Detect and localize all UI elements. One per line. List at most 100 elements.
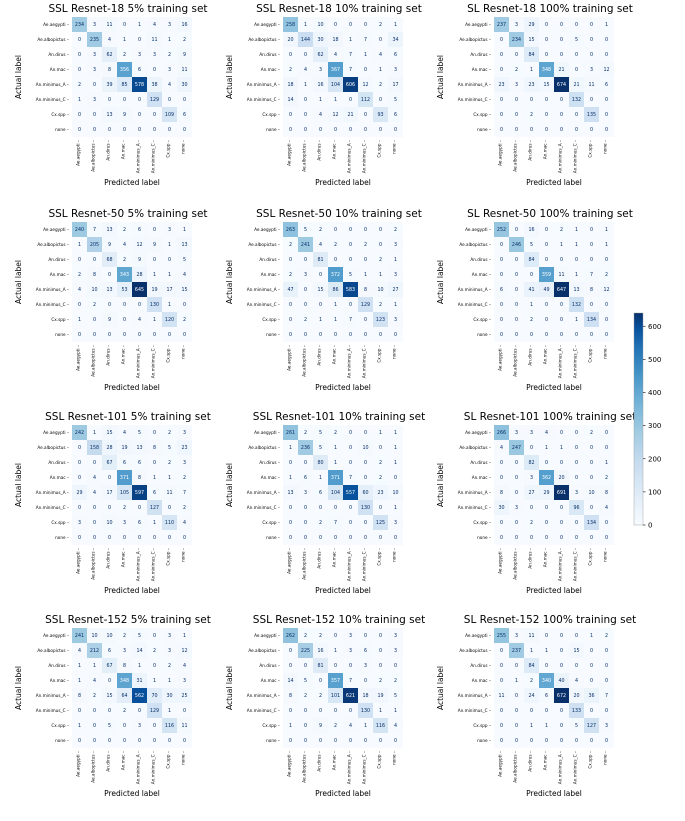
cell-value-label: 0: [78, 475, 81, 481]
heatmap-cell: [298, 440, 313, 455]
heatmap-cell: [569, 92, 584, 107]
heatmap-cell: [554, 32, 569, 47]
heatmap-cell: [147, 297, 162, 312]
heatmap-cell: [524, 733, 539, 748]
heatmap-cell: [328, 17, 343, 32]
cell-value-label: 67: [106, 663, 112, 669]
y-tick-label: An.dirus –: [48, 663, 69, 668]
cell-value-label: 343: [120, 272, 129, 278]
heatmap-cell: [298, 17, 313, 32]
heatmap-cell: [283, 515, 298, 530]
heatmap-cell: [569, 327, 584, 342]
y-tick-label: An.minimus_A –: [36, 490, 69, 495]
cell-value-label: 1: [168, 272, 171, 278]
cell-value-label: 3: [304, 490, 307, 496]
heatmap-cell: [373, 17, 388, 32]
heatmap-cell: [283, 485, 298, 500]
heatmap-cell: [539, 628, 554, 643]
y-tick-label: Ae.aegypti –: [465, 633, 491, 638]
heatmap-cell: [102, 500, 117, 515]
heatmap-cell: [328, 92, 343, 107]
heatmap-cell: [72, 733, 87, 748]
heatmap-cell: [584, 643, 599, 658]
cell-value-label: 0: [515, 227, 518, 233]
cell-value-label: 0: [575, 127, 578, 133]
heatmap-cell: [328, 252, 343, 267]
cell-value-label: 0: [289, 52, 292, 58]
cell-value-label: 132: [572, 302, 581, 308]
cell-value-label: 31: [136, 678, 142, 684]
cell-value-label: 0: [349, 708, 352, 714]
cell-value-label: 16: [181, 22, 187, 28]
heatmap-cell: [539, 62, 554, 77]
cell-value-label: 0: [364, 738, 367, 744]
heatmap-cell: [373, 282, 388, 297]
cell-value-label: 19: [121, 445, 127, 451]
cell-value-label: 0: [379, 445, 382, 451]
cell-value-label: 2: [123, 227, 126, 233]
heatmap-cell: [569, 530, 584, 545]
heatmap-cell: [584, 628, 599, 643]
heatmap-cell: [509, 237, 524, 252]
cell-value-label: 0: [153, 535, 156, 541]
x-tick-label: Cx.spp –: [166, 345, 171, 363]
cell-value-label: 8: [93, 272, 96, 278]
x-tick-label: An.mac –: [543, 548, 548, 567]
heatmap-cell: [584, 455, 599, 470]
cell-value-label: 0: [364, 475, 367, 481]
cell-value-label: 266: [497, 430, 506, 436]
heatmap-cell: [102, 267, 117, 282]
cell-value-label: 4: [500, 445, 503, 451]
heatmap-cell: [117, 485, 132, 500]
heatmap-cell: [494, 703, 509, 718]
cell-value-label: 0: [515, 723, 518, 729]
cell-value-label: 5: [108, 723, 111, 729]
heatmap-cell: [298, 425, 313, 440]
heatmap-cell: [494, 62, 509, 77]
cell-value-label: 129: [361, 302, 370, 308]
heatmap-cell: [358, 688, 373, 703]
cell-value-label: 0: [379, 37, 382, 43]
cell-value-label: 0: [153, 127, 156, 133]
heatmap-cell: [343, 530, 358, 545]
heatmap-cell: [283, 47, 298, 62]
x-tick-label: none –: [603, 548, 608, 562]
heatmap-cell: [599, 252, 614, 267]
y-tick-label: Ae.albopictus –: [459, 242, 491, 247]
heatmap-cell: [117, 47, 132, 62]
cell-value-label: 8: [590, 287, 593, 293]
heatmap-cell: [147, 643, 162, 658]
heatmap-cell: [147, 733, 162, 748]
cell-value-label: 0: [500, 272, 503, 278]
heatmap-cell: [584, 658, 599, 673]
x-tick-label: An.minimus_C –: [362, 751, 367, 784]
x-tick-label: An.mac –: [121, 751, 126, 770]
heatmap-cell: [509, 643, 524, 658]
heatmap-cell: [358, 703, 373, 718]
heatmap-cell: [283, 312, 298, 327]
cell-value-label: 5: [530, 242, 533, 248]
y-tick-label: Cx.spp –: [262, 317, 280, 322]
heatmap-cell: [328, 658, 343, 673]
heatmap-cell: [388, 530, 403, 545]
cell-value-label: 0: [168, 505, 171, 511]
heatmap-cell: [584, 107, 599, 122]
cell-value-label: 1: [168, 678, 171, 684]
heatmap-cell: [373, 222, 388, 237]
cell-value-label: 5: [304, 678, 307, 684]
cell-value-label: 0: [123, 738, 126, 744]
heatmap-cell: [494, 237, 509, 252]
cell-value-label: 23: [377, 490, 383, 496]
cell-value-label: 8: [108, 67, 111, 73]
heatmap-cell: [328, 628, 343, 643]
cell-value-label: 0: [364, 678, 367, 684]
heatmap-cell: [343, 485, 358, 500]
heatmap-cell: [569, 252, 584, 267]
cell-value-label: 70: [151, 693, 157, 699]
cell-value-label: 0: [349, 22, 352, 28]
cell-value-label: 0: [319, 535, 322, 541]
cell-value-label: 0: [123, 332, 126, 338]
heatmap-cell: [599, 718, 614, 733]
cell-value-label: 3: [575, 490, 578, 496]
x-axis-label: Predicted label: [526, 789, 582, 798]
